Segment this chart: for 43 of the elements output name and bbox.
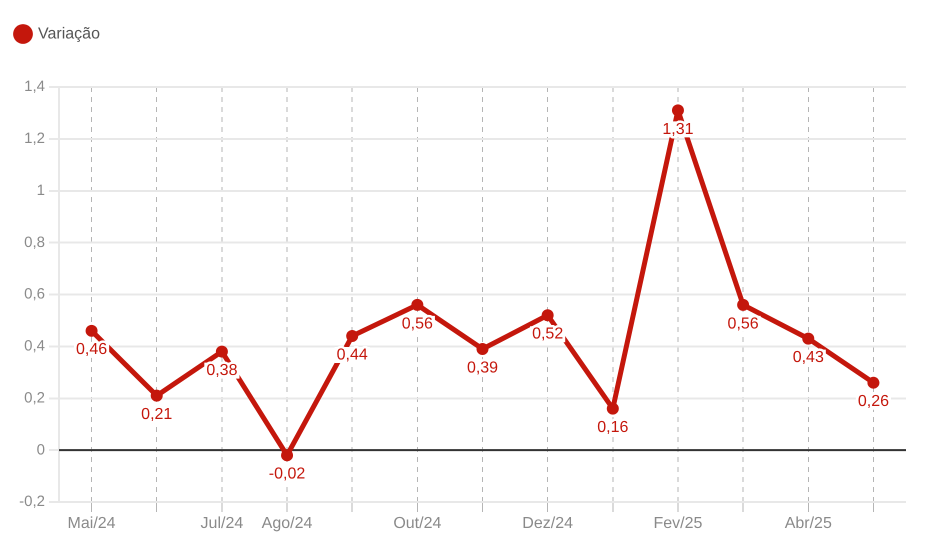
y-tick-label: 1,4 (24, 78, 45, 96)
data-label: 0,56 (402, 315, 434, 332)
point (867, 376, 880, 389)
y-tick-label: 0 (36, 441, 45, 458)
data-label: 0,39 (466, 359, 498, 376)
x-tick-label: Fev/25 (654, 515, 703, 532)
y-tick-label: 0,2 (24, 389, 45, 406)
point (476, 342, 488, 355)
y-tick-label: 0,4 (24, 338, 45, 355)
data-label: 0,26 (858, 393, 890, 410)
point (802, 332, 814, 345)
data-label: 1,31 (662, 120, 694, 138)
data-label: 0,52 (532, 326, 564, 343)
data-label: -0,02 (268, 466, 306, 483)
y-tick-label: 1,2 (24, 130, 45, 148)
data-label: 0,38 (206, 362, 238, 379)
x-tick-label: Abr/25 (784, 515, 832, 532)
y-tick-label: 0,8 (24, 234, 45, 251)
x-tick-label: Ago/24 (262, 515, 312, 532)
y-tick-label: 0,6 (24, 286, 45, 303)
point (737, 298, 750, 311)
point (281, 449, 294, 462)
x-tick-label: Jul/24 (200, 515, 244, 532)
y-tick-label: -0,2 (19, 493, 45, 510)
point (672, 104, 684, 116)
point (346, 330, 358, 342)
data-label: 0,21 (141, 406, 172, 424)
point (606, 402, 619, 415)
data-label: 0,16 (597, 419, 628, 436)
data-label: 0,43 (792, 349, 824, 366)
point (411, 298, 424, 311)
data-label: 0,44 (336, 346, 368, 364)
y-tick-label: 1 (36, 182, 45, 199)
data-label: 0,46 (76, 341, 108, 358)
x-tick-label: Dez/24 (522, 515, 574, 532)
legend-label: Variação (38, 25, 100, 42)
data-label: 0,56 (728, 315, 759, 332)
point (150, 390, 163, 402)
point (216, 346, 228, 358)
x-tick-label: Mai/24 (68, 515, 116, 532)
point (86, 324, 98, 337)
x-tick-label: Out/24 (393, 515, 442, 532)
point (542, 309, 554, 322)
